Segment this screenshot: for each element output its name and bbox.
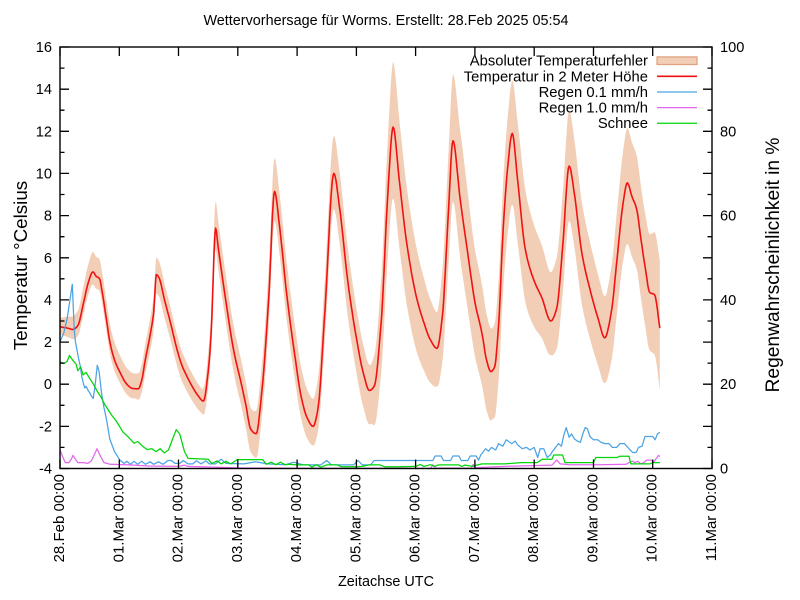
svg-text:16: 16 [36,40,52,56]
svg-text:11.Mar 00:00: 11.Mar 00:00 [703,474,720,561]
svg-text:Regen 1.0 mm/h: Regen 1.0 mm/h [539,101,648,117]
svg-text:100: 100 [720,40,744,56]
svg-text:80: 80 [720,124,736,140]
svg-text:Temperatur in 2 Meter Höhe: Temperatur in 2 Meter Höhe [464,69,648,85]
svg-text:10.Mar 00:00: 10.Mar 00:00 [644,474,661,562]
svg-text:Temperatur °Celsius: Temperatur °Celsius [10,181,31,350]
svg-text:09.Mar 00:00: 09.Mar 00:00 [585,474,602,562]
svg-text:14: 14 [36,82,52,98]
svg-text:Regen 0.1 mm/h: Regen 0.1 mm/h [539,85,648,101]
svg-text:12: 12 [36,124,52,140]
svg-text:0: 0 [44,377,52,393]
svg-text:-4: -4 [39,462,52,478]
svg-text:01.Mar 00:00: 01.Mar 00:00 [110,474,127,562]
svg-text:10: 10 [36,166,52,182]
svg-text:40: 40 [720,293,736,309]
svg-text:4: 4 [44,293,52,309]
svg-text:Zeitachse UTC: Zeitachse UTC [338,574,434,590]
svg-text:Absoluter Temperaturfehler: Absoluter Temperaturfehler [470,54,648,70]
svg-text:02.Mar 00:00: 02.Mar 00:00 [170,474,187,562]
svg-text:05.Mar 00:00: 05.Mar 00:00 [347,474,364,562]
svg-text:Wettervorhersage für Worms. Er: Wettervorhersage für Worms. Erstellt: 28… [203,13,568,29]
svg-text:07.Mar 00:00: 07.Mar 00:00 [466,474,483,562]
svg-text:-2: -2 [39,419,52,435]
svg-text:06.Mar 00:00: 06.Mar 00:00 [407,474,424,562]
svg-text:0: 0 [720,462,728,478]
svg-text:04.Mar 00:00: 04.Mar 00:00 [288,474,305,562]
svg-text:20: 20 [720,377,736,393]
svg-text:Schnee: Schnee [598,116,648,132]
svg-text:8: 8 [44,209,52,225]
svg-text:Regenwahrscheinlichkeit in %: Regenwahrscheinlichkeit in % [763,138,784,393]
svg-text:08.Mar 00:00: 08.Mar 00:00 [525,474,542,562]
svg-text:2: 2 [44,335,52,351]
svg-text:28.Feb 00:00: 28.Feb 00:00 [51,474,68,562]
svg-text:03.Mar 00:00: 03.Mar 00:00 [229,474,246,562]
svg-text:60: 60 [720,209,736,225]
svg-text:6: 6 [44,251,52,267]
